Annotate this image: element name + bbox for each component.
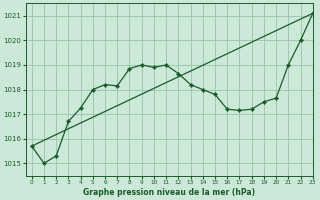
X-axis label: Graphe pression niveau de la mer (hPa): Graphe pression niveau de la mer (hPa) <box>83 188 255 197</box>
